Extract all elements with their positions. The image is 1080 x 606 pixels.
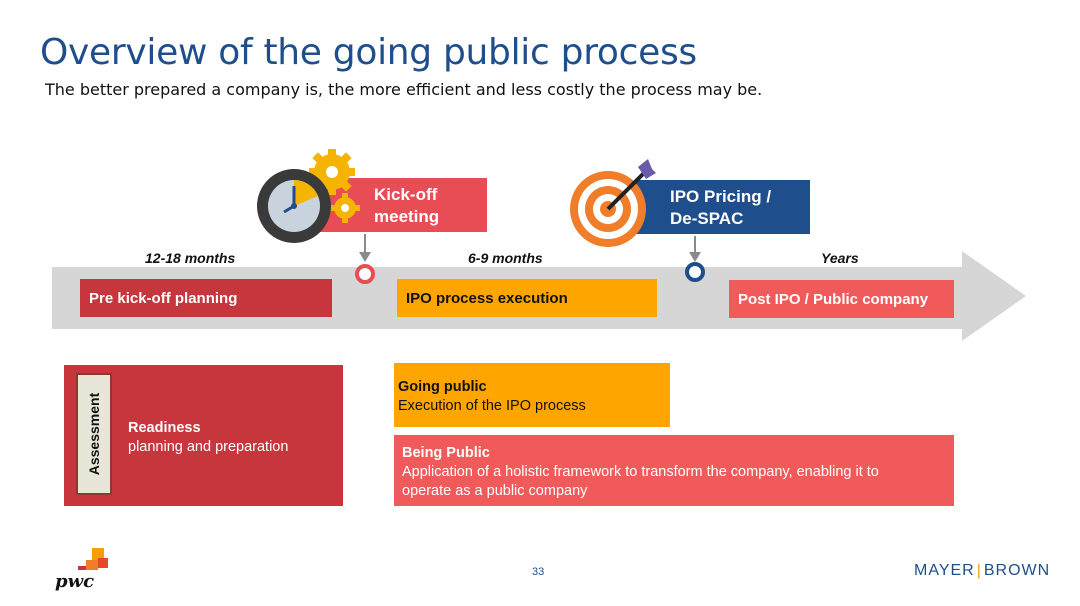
ipo-pricing-marker [685, 262, 705, 282]
being-public-heading: Being Public [402, 445, 490, 461]
clock-gears-icon [257, 149, 360, 243]
going-public-block: Going public Execution of the IPO proces… [394, 363, 670, 427]
mayer-brown-logo-part1: MAYER [914, 562, 975, 579]
assessment-vertical-tag: Assessment [76, 373, 112, 495]
target-dart-icon [570, 159, 656, 247]
readiness-body: planning and preparation [128, 439, 289, 455]
milestone-ipo-pricing: IPO Pricing / De-SPAC [636, 180, 810, 234]
page-subtitle: The better prepared a company is, the mo… [45, 80, 763, 99]
being-public-body-line2: operate as a public company [402, 483, 588, 499]
being-public-block: Being Public Application of a holistic f… [394, 435, 954, 506]
pwc-logo-text: pwc [55, 571, 95, 592]
going-public-body: Execution of the IPO process [398, 398, 586, 414]
readiness-text: Readiness planning and preparation [128, 419, 288, 457]
mayer-brown-logo: MAYER | BROWN [914, 562, 1050, 580]
period-label-post: Years [821, 250, 859, 266]
being-public-body-line1: Application of a holistic framework to t… [402, 464, 879, 480]
assessment-vertical-label: Assessment [86, 392, 102, 476]
page-number: 33 [532, 566, 545, 578]
phase-ipo-execution: IPO process execution [397, 279, 657, 317]
assessment-block: Assessment Readiness planning and prepar… [64, 365, 343, 506]
milestone-ipo-pricing-line2: De-SPAC [670, 209, 744, 228]
milestone-ipo-pricing-line1: IPO Pricing / [670, 187, 772, 206]
pwc-logo-mark [78, 548, 108, 570]
mayer-brown-logo-part2: BROWN [983, 562, 1051, 579]
kickoff-pointer-arrowhead [359, 252, 371, 262]
readiness-heading: Readiness [128, 420, 201, 436]
kickoff-pointer-line [364, 234, 366, 258]
milestone-kickoff-line2: meeting [374, 207, 440, 226]
phase-pre-kickoff: Pre kick-off planning [80, 279, 332, 317]
going-public-heading: Going public [398, 379, 487, 395]
ipo-pricing-pointer-line [694, 236, 696, 258]
ipo-pricing-pointer-arrowhead [689, 252, 701, 262]
period-label-execution: 6-9 months [468, 250, 543, 266]
phase-post-ipo: Post IPO / Public company [729, 280, 954, 318]
milestone-kickoff-line1: Kick-off [374, 185, 438, 204]
page-title: Overview of the going public process [40, 32, 697, 73]
kickoff-marker [355, 264, 375, 284]
mayer-brown-divider: | [976, 562, 982, 579]
period-label-pre: 12-18 months [145, 250, 236, 266]
